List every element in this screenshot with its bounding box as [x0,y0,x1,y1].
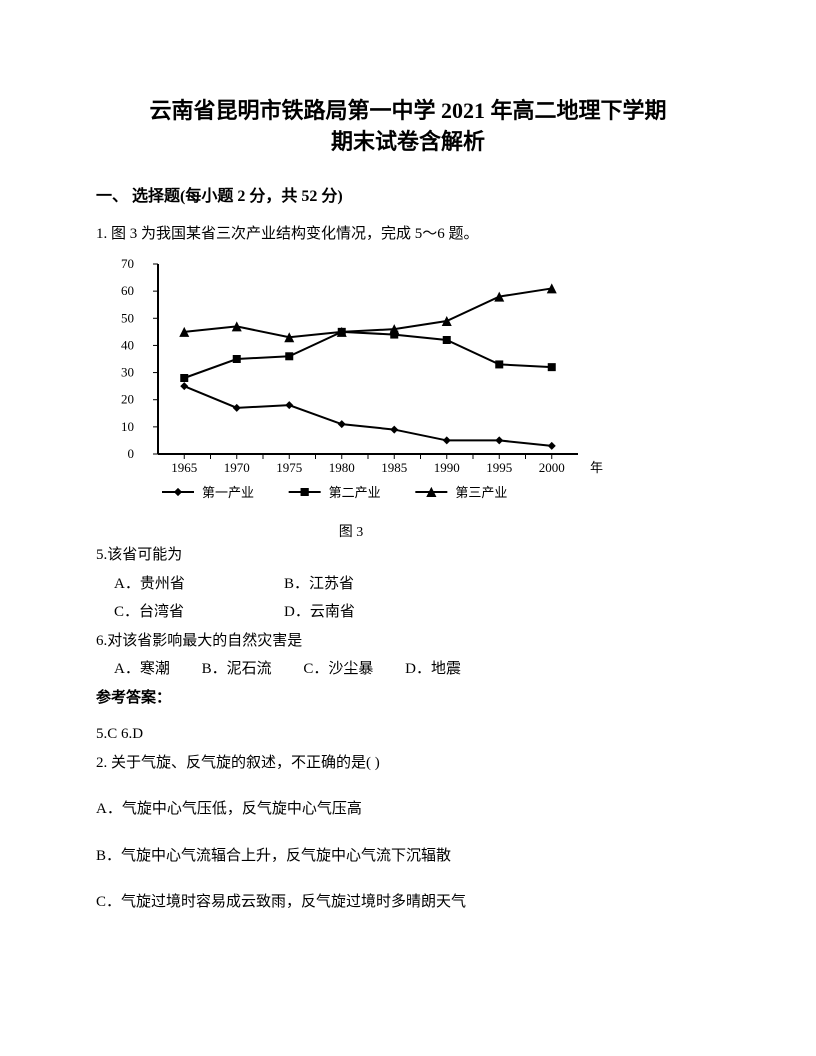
q6-opt-b: B．泥石流 [202,655,272,684]
q5-opt-a: A．贵州省 [114,570,284,599]
chart-caption: 图 3 [96,521,606,541]
svg-text:1965: 1965 [171,460,197,475]
svg-text:第二产业: 第二产业 [329,485,381,500]
q2-stem: 2. 关于气旋、反气旋的叙述，不正确的是( ) [96,749,720,778]
svg-text:1970: 1970 [224,460,250,475]
q5-opt-d: D．云南省 [284,598,454,627]
q6-opt-c: C．沙尘暴 [303,655,373,684]
q2-opt-a: A．气旋中心气压低，反气旋中心气压高 [96,795,720,824]
svg-text:20: 20 [121,392,134,407]
svg-text:1990: 1990 [434,460,460,475]
exam-page: 云南省昆明市铁路局第一中学 2021 年高二地理下学期 期末试卷含解析 一、 选… [0,0,816,957]
svg-text:2000: 2000 [539,460,565,475]
svg-text:第三产业: 第三产业 [455,485,507,500]
title-line-1: 云南省昆明市铁路局第一中学 2021 年高二地理下学期 [149,98,666,123]
q5-opt-b: B．江苏省 [284,570,454,599]
q1-stem: 1. 图 3 为我国某省三次产业结构变化情况，完成 5～6 题。 [96,220,720,249]
svg-text:10: 10 [121,419,134,434]
q2-opt-b: B．气旋中心气流辐合上升，反气旋中心气流下沉辐散 [96,842,720,871]
svg-text:60: 60 [121,283,134,298]
q6-opt-a: A．寒潮 [114,655,170,684]
q5-options-row2: C．台湾省 D．云南省 [96,598,720,627]
q5-options-row1: A．贵州省 B．江苏省 [96,570,720,599]
svg-text:30: 30 [121,365,134,380]
svg-text:50: 50 [121,310,134,325]
doc-title: 云南省昆明市铁路局第一中学 2021 年高二地理下学期 期末试卷含解析 [96,96,720,158]
svg-text:40: 40 [121,338,134,353]
q2-opt-c: C．气旋过境时容易成云致雨，反气旋过境时多晴朗天气 [96,888,720,917]
svg-text:70: 70 [121,256,134,271]
q6-options: A．寒潮 B．泥石流 C．沙尘暴 D．地震 [96,655,720,684]
section-header: 一、 选择题(每小题 2 分，共 52 分) [96,182,720,206]
q6-opt-d: D．地震 [405,655,461,684]
answer-label: 参考答案： [96,684,720,713]
q5-opt-c: C．台湾省 [114,598,284,627]
svg-text:0: 0 [128,446,135,461]
svg-text:第一产业: 第一产业 [202,485,254,500]
q5-stem: 5.该省可能为 [96,541,720,570]
svg-text:年: 年 [590,460,603,475]
svg-text:1975: 1975 [276,460,302,475]
answer-text: 5.C 6.D [96,720,720,749]
svg-text:1985: 1985 [381,460,407,475]
industry-chart: 0 10 20 30 40 50 60 70 1965 1970 1975 1980 1985 1990 1… [96,254,606,541]
svg-text:1980: 1980 [329,460,355,475]
q6-stem: 6.对该省影响最大的自然灾害是 [96,627,720,656]
chart-svg: 0 10 20 30 40 50 60 70 1965 1970 1975 1980 1985 1990 1… [96,254,606,514]
title-line-2: 期末试卷含解析 [331,129,485,154]
svg-text:1995: 1995 [486,460,512,475]
